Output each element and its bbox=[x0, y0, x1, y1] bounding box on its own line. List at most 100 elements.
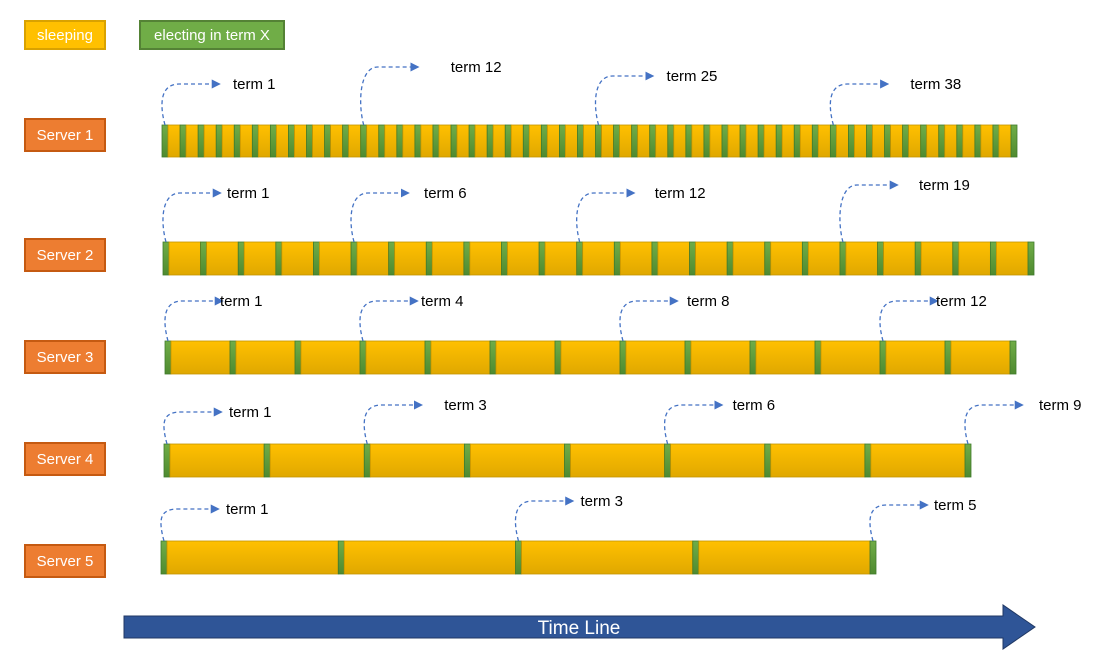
sleeping-segment bbox=[420, 124, 434, 158]
sleeping-segment bbox=[885, 340, 946, 375]
electing-slice bbox=[162, 241, 170, 276]
term-arrow bbox=[161, 79, 221, 126]
electing-slice bbox=[396, 124, 404, 158]
sleeping-segment bbox=[799, 124, 813, 158]
sleeping-segment bbox=[980, 124, 994, 158]
sleeping-segment bbox=[348, 124, 362, 158]
sleeping-segment bbox=[781, 124, 795, 158]
electing-slice bbox=[595, 124, 602, 158]
sleeping-segment bbox=[170, 340, 231, 375]
sleeping-segment bbox=[807, 241, 841, 276]
electing-slice bbox=[360, 124, 368, 158]
electing-slice bbox=[757, 124, 765, 158]
sleeping-segment bbox=[203, 124, 217, 158]
electing-slice bbox=[251, 124, 259, 158]
sleeping-segment bbox=[528, 124, 542, 158]
term-label: term 1 bbox=[227, 185, 270, 202]
electing-slice bbox=[388, 241, 396, 276]
electing-slice bbox=[689, 241, 696, 276]
sleeping-segment bbox=[369, 443, 465, 478]
electing-slice bbox=[432, 124, 440, 158]
electing-slice bbox=[739, 124, 747, 158]
electing-slice bbox=[811, 124, 819, 158]
sleeping-segment bbox=[908, 124, 922, 158]
electing-slice bbox=[839, 241, 847, 276]
sleeping-segment bbox=[962, 124, 976, 158]
electing-slice bbox=[450, 124, 458, 158]
term-arrow bbox=[360, 62, 420, 126]
sleeping-segment bbox=[745, 124, 759, 158]
electing-slice bbox=[577, 124, 584, 158]
electing-slice bbox=[631, 124, 639, 158]
sleeping-segment bbox=[319, 241, 352, 276]
electing-slice bbox=[359, 340, 367, 375]
sleeping-segment bbox=[384, 124, 398, 158]
sleeping-segment bbox=[690, 340, 751, 375]
term-label: term 1 bbox=[220, 293, 263, 310]
sleeping-segment bbox=[394, 241, 427, 276]
sleeping-segment bbox=[854, 124, 867, 158]
electing-slice bbox=[288, 124, 295, 158]
electing-slice bbox=[486, 124, 494, 158]
term-label: term 1 bbox=[229, 404, 272, 421]
timeline-arrow: Time Line bbox=[123, 604, 1036, 650]
sleeping-segment bbox=[619, 241, 653, 276]
sleeping-segment bbox=[883, 241, 916, 276]
term-arrow bbox=[359, 296, 419, 342]
sleeping-segment bbox=[366, 124, 380, 158]
sleeping-segment bbox=[570, 443, 666, 478]
electing-slice bbox=[215, 124, 223, 158]
electing-slice bbox=[848, 124, 855, 158]
sleeping-segment bbox=[275, 124, 289, 158]
sleeping-segment bbox=[521, 540, 694, 575]
term-label: term 12 bbox=[936, 293, 987, 310]
term-label: term 12 bbox=[655, 185, 706, 202]
sleeping-segment bbox=[431, 241, 465, 276]
sleeping-segment bbox=[185, 124, 199, 158]
sleeping-segment bbox=[670, 443, 766, 478]
sleeping-segment bbox=[492, 124, 506, 158]
server-5-label-text: Server 5 bbox=[36, 552, 94, 570]
electing-slice bbox=[866, 124, 873, 158]
electing-slice bbox=[989, 241, 997, 276]
electing-slice bbox=[425, 241, 433, 276]
sleeping-segment bbox=[343, 540, 516, 575]
electing-slice bbox=[504, 124, 512, 158]
sleeping-segment bbox=[845, 241, 878, 276]
server-4-label: Server 4 bbox=[24, 442, 106, 476]
electing-slice bbox=[233, 124, 241, 158]
sleeping-segment bbox=[365, 340, 426, 375]
term-arrow bbox=[594, 71, 655, 126]
electing-slice bbox=[749, 340, 757, 375]
sleeping-segment bbox=[727, 124, 741, 158]
electing-slice bbox=[651, 241, 659, 276]
server-3-label-text: Server 3 bbox=[36, 348, 94, 366]
sleeping-segment bbox=[601, 124, 614, 158]
sleeping-segment bbox=[950, 340, 1011, 375]
term-label: term 9 bbox=[1039, 397, 1082, 414]
electing-slice bbox=[869, 540, 877, 575]
sleeping-segment bbox=[243, 241, 277, 276]
sleeping-segment bbox=[474, 124, 488, 158]
electing-slice bbox=[515, 540, 522, 575]
sleeping-segment bbox=[166, 540, 339, 575]
sleeping-segment bbox=[546, 124, 560, 158]
electing-slice bbox=[879, 340, 887, 375]
electing-slice bbox=[163, 443, 171, 478]
sleeping-segment bbox=[944, 124, 958, 158]
electing-slice bbox=[229, 340, 237, 375]
sleeping-segment bbox=[673, 124, 687, 158]
term-label: term 6 bbox=[424, 185, 467, 202]
sleeping-segment bbox=[770, 241, 803, 276]
electing-slice bbox=[685, 124, 693, 158]
term-arrow bbox=[839, 180, 899, 243]
electing-slice bbox=[424, 340, 432, 375]
sleeping-segment bbox=[269, 443, 365, 478]
electing-slice bbox=[864, 443, 872, 478]
sleeping-segment bbox=[755, 340, 816, 375]
electing-slice bbox=[721, 124, 729, 158]
electing-slice bbox=[363, 443, 371, 478]
electing-slice bbox=[269, 124, 277, 158]
electing-slice bbox=[692, 540, 700, 575]
sleeping-segment bbox=[657, 241, 690, 276]
